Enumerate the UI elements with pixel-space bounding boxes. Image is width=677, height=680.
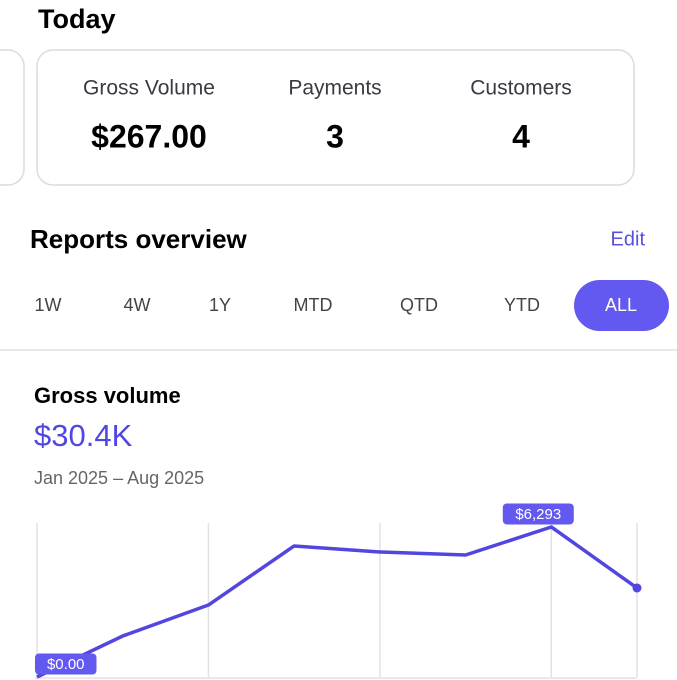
tab[interactable]: 1Y xyxy=(209,295,231,315)
chart-title: Gross volume xyxy=(34,383,181,408)
value-label: $6,293 xyxy=(515,506,561,523)
line xyxy=(36,525,639,679)
stat-value: $267.00 xyxy=(91,118,207,154)
reports-title: Reports overview xyxy=(30,224,248,254)
stat-label: Gross Volume xyxy=(83,77,215,100)
value-label-bg xyxy=(35,653,97,675)
date-range: Jan 2025 – Aug 2025 xyxy=(34,468,204,488)
stat-label: Payments xyxy=(288,77,381,100)
tab[interactable]: QTD xyxy=(400,295,438,315)
side-card[interactable] xyxy=(0,49,25,186)
chart-total: $30.4K xyxy=(34,418,133,453)
tab[interactable]: MTD xyxy=(294,295,333,315)
stat-value: 4 xyxy=(512,118,530,154)
tab[interactable]: ALL xyxy=(605,295,637,315)
header-title: Today xyxy=(38,4,116,34)
value-label-bg xyxy=(502,503,574,525)
end-point xyxy=(632,583,642,593)
tab-selected-bg[interactable] xyxy=(574,280,669,331)
tab[interactable]: 4W xyxy=(124,295,151,315)
edit-button[interactable]: Edit xyxy=(611,228,646,250)
value-label: $0.00 xyxy=(47,656,85,673)
tab[interactable]: YTD xyxy=(504,295,540,315)
stat-label: Customers xyxy=(470,77,572,100)
stats-card[interactable] xyxy=(36,49,635,186)
stat-value: 3 xyxy=(326,118,344,154)
tab[interactable]: 1W xyxy=(35,295,62,315)
